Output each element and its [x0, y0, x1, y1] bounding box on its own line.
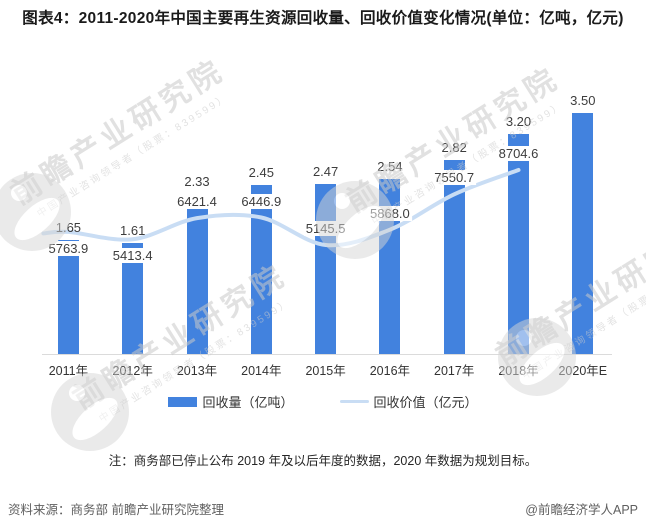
- x-axis-label: 2020年E: [558, 364, 608, 378]
- legend: 回收量（亿吨） 回收价值（亿元）: [0, 392, 646, 411]
- line-value-label: 7550.7: [432, 170, 477, 186]
- chart-note: 注：商务部已停止公布 2019 年及以后年度的数据，2020 年数据为规划目标。: [108, 454, 538, 468]
- x-axis-label: 2018年: [498, 364, 539, 378]
- x-axis-line: [42, 354, 612, 355]
- x-axis-label: 2011年: [48, 364, 89, 378]
- line-series-swatch: [339, 400, 369, 403]
- line-value-label: 5763.9: [46, 240, 91, 256]
- bar-2017年: [443, 159, 465, 354]
- x-axis-label: 2016年: [369, 364, 411, 378]
- bar-value-label: 2.54: [377, 159, 403, 175]
- line-value-label: 8704.6: [496, 145, 541, 161]
- x-axis-label: 2012年: [112, 364, 153, 378]
- bar-value-label: 2.47: [312, 164, 339, 180]
- source-text: 资料来源：商务部 前瞻产业研究院整理: [8, 503, 224, 517]
- bar-series-swatch: [168, 396, 198, 407]
- bar-value-label: 2.82: [441, 139, 467, 155]
- legend-label-bar: 回收量（亿吨）: [202, 395, 294, 410]
- x-axis-label: 2015年: [305, 364, 346, 378]
- line-value-label: 5413.4: [110, 248, 155, 264]
- legend-label-line: 回收价值（亿元）: [373, 395, 478, 410]
- chart-title: 图表4：2011-2020年中国主要再生资源回收量、回收价值变化情况(单位：亿吨…: [22, 10, 624, 27]
- x-axis-label: 2013年: [176, 364, 218, 378]
- bar-2012年: [122, 243, 144, 354]
- legend-item-bar: 回收量（亿吨）: [168, 392, 294, 411]
- bar-2014年: [250, 185, 272, 354]
- line-value-label: 6446.9: [239, 193, 284, 209]
- x-axis-label: 2017年: [434, 364, 475, 378]
- bar-2013年: [186, 193, 208, 354]
- bar-value-label: 2.33: [184, 173, 210, 189]
- line-value-label: 6421.4: [175, 194, 219, 210]
- source-row: 资料来源：商务部 前瞻产业研究院整理 @前瞻经济学人APP: [0, 499, 646, 518]
- brand-credit: @前瞻经济学人APP: [525, 503, 638, 517]
- bar-value-label: 3.20: [505, 113, 532, 129]
- bar-2011年: [57, 240, 79, 354]
- bar-value-label: 1.65: [55, 220, 82, 236]
- bar-2018年: [508, 133, 529, 354]
- line-value-label: 5868.0: [368, 205, 412, 221]
- line-value-label: 5145.5: [303, 220, 348, 236]
- bar-value-label: 2.45: [248, 165, 274, 181]
- bar-value-label: 3.50: [570, 93, 596, 109]
- bar-value-label: 1.61: [120, 223, 146, 239]
- bar-2020年E: [572, 113, 594, 354]
- x-axis-label: 2014年: [241, 364, 282, 378]
- bar-2015年: [315, 184, 337, 354]
- legend-item-line: 回收价值（亿元）: [339, 392, 478, 411]
